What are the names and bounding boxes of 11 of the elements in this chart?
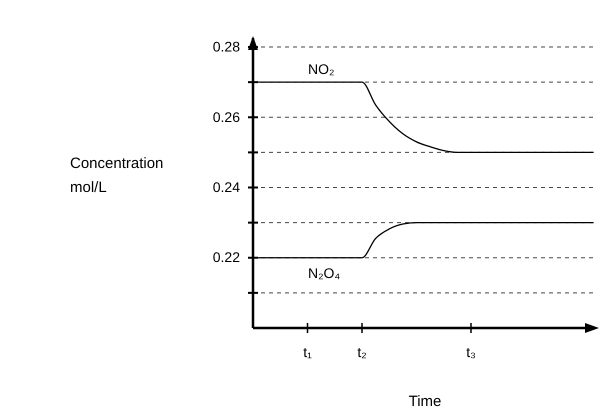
series-label: NO₂ bbox=[308, 61, 334, 78]
x-axis-title: Time bbox=[408, 393, 442, 410]
y-tick-label: 0.26 bbox=[212, 108, 240, 125]
y-tick-label: 0.24 bbox=[212, 178, 240, 195]
y-axis-title: Concentration mol/L bbox=[70, 155, 164, 196]
y-tick-label: 0.28 bbox=[212, 38, 240, 55]
series-label: N₂O₄ bbox=[308, 264, 340, 281]
y-tick-label: 0.22 bbox=[212, 249, 240, 266]
x-tick-label: t₁ bbox=[303, 344, 312, 360]
x-tick-label: t₂ bbox=[357, 344, 367, 360]
x-tick-label: t₃ bbox=[466, 344, 476, 360]
